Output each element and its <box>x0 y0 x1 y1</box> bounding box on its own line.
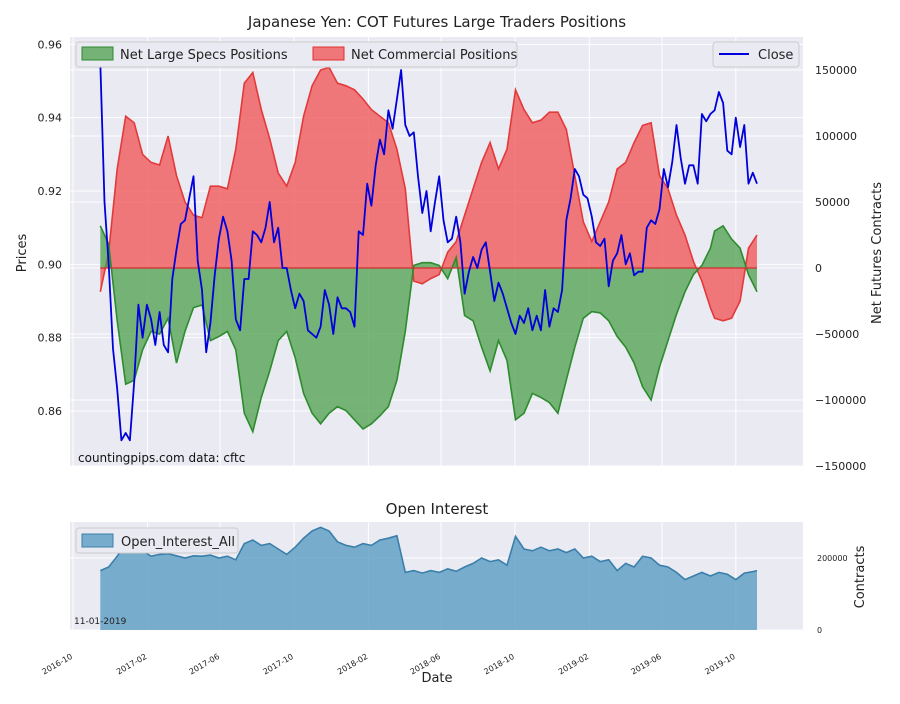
main-left-axis-ticks: 0.86 0.88 0.90 0.92 0.94 0.96 <box>38 38 63 418</box>
left-tick-label-2: 0.90 <box>38 258 63 271</box>
open-interest-area-group <box>99 526 758 630</box>
open-interest-legend: Open_Interest_All <box>75 527 239 554</box>
left-tick-label-3: 0.92 <box>38 185 63 198</box>
main-left-legend: Net Large Specs Positions Net Commercial… <box>75 41 518 68</box>
main-right-axis-label: Net Futures Contracts <box>870 182 885 324</box>
main-close-line-group <box>99 62 758 442</box>
area-commercial <box>100 67 758 321</box>
main-chart-title: Japanese Yen: COT Futures Large Traders … <box>247 13 626 31</box>
oi-tick-label-0: 0 <box>817 626 822 635</box>
right-tick-label-0: −150000 <box>815 460 866 473</box>
area-edge-large-specs <box>99 224 758 435</box>
main-right-axis-ticks: −150000 −100000 −50000 0 50000 100000 150000 <box>815 64 866 473</box>
open-interest-axis-label: Contracts <box>853 545 868 608</box>
date-axis-label: Date <box>421 671 452 686</box>
right-tick-label-2: −50000 <box>815 328 859 341</box>
legend-label-open-interest: Open_Interest_All <box>121 535 235 550</box>
oi-tick-label-1: 200000 <box>817 554 848 563</box>
right-tick-label-5: 100000 <box>815 130 857 143</box>
legend-swatch-commercial <box>312 46 345 61</box>
main-left-axis-label: Prices <box>15 234 30 273</box>
legend-label-close: Close <box>758 48 793 63</box>
main-left-legend-box <box>75 41 518 68</box>
legend-swatch-open-interest <box>81 533 114 548</box>
right-tick-label-3: 0 <box>815 262 822 275</box>
main-right-legend-box <box>712 41 800 68</box>
legend-label-large-specs: Net Large Specs Positions <box>120 48 288 63</box>
open-interest-title: Open Interest <box>386 500 489 518</box>
area-edge-commercial <box>99 66 758 322</box>
open-interest-legend-box <box>75 527 239 554</box>
left-tick-label-4: 0.94 <box>38 112 63 125</box>
right-tick-label-1: −100000 <box>815 394 866 407</box>
main-areas <box>99 66 758 435</box>
left-tick-label-1: 0.88 <box>38 332 63 345</box>
right-tick-label-6: 150000 <box>815 64 857 77</box>
open-interest-edge <box>99 526 758 581</box>
left-tick-label-0: 0.86 <box>38 405 63 418</box>
right-tick-label-4: 50000 <box>815 196 850 209</box>
report-date-text: 11-01-2019 <box>74 617 127 627</box>
legend-swatch-large-specs <box>81 46 114 61</box>
left-tick-label-5: 0.96 <box>38 38 63 51</box>
main-right-legend: Close <box>712 41 800 68</box>
open-interest-area <box>100 527 758 630</box>
close-price-line <box>99 62 758 442</box>
legend-label-commercial: Net Commercial Positions <box>351 48 517 63</box>
area-large-specs <box>100 225 758 432</box>
open-interest-axis-ticks: 0 200000 <box>817 554 848 635</box>
source-text: countingpips.com data: cftc <box>78 451 245 465</box>
